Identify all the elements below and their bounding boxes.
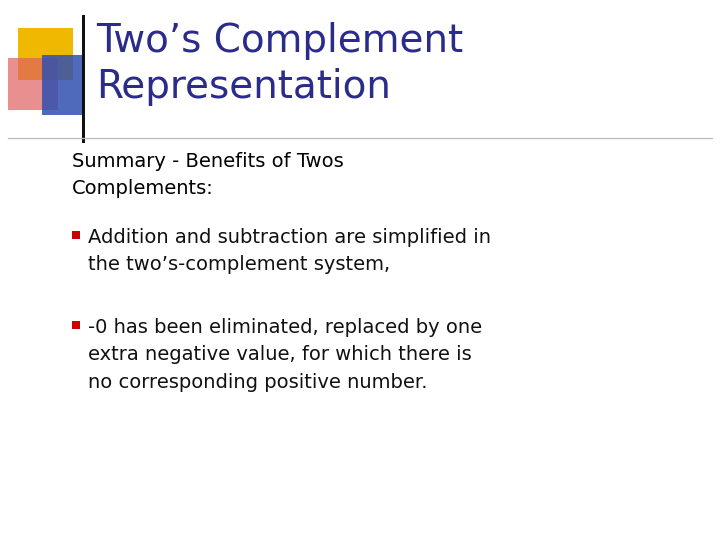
Bar — [72, 321, 80, 329]
Text: -0 has been eliminated, replaced by one
extra negative value, for which there is: -0 has been eliminated, replaced by one … — [88, 318, 482, 392]
Bar — [72, 231, 80, 239]
Bar — [18, 28, 73, 80]
Bar — [8, 58, 58, 110]
Text: Two’s Complement: Two’s Complement — [96, 22, 463, 60]
Text: Representation: Representation — [96, 68, 391, 106]
Text: Summary - Benefits of Twos
Complements:: Summary - Benefits of Twos Complements: — [72, 152, 343, 198]
Bar — [42, 55, 84, 115]
Text: Addition and subtraction are simplified in
the two’s-complement system,: Addition and subtraction are simplified … — [88, 228, 491, 274]
Bar — [82, 15, 85, 143]
